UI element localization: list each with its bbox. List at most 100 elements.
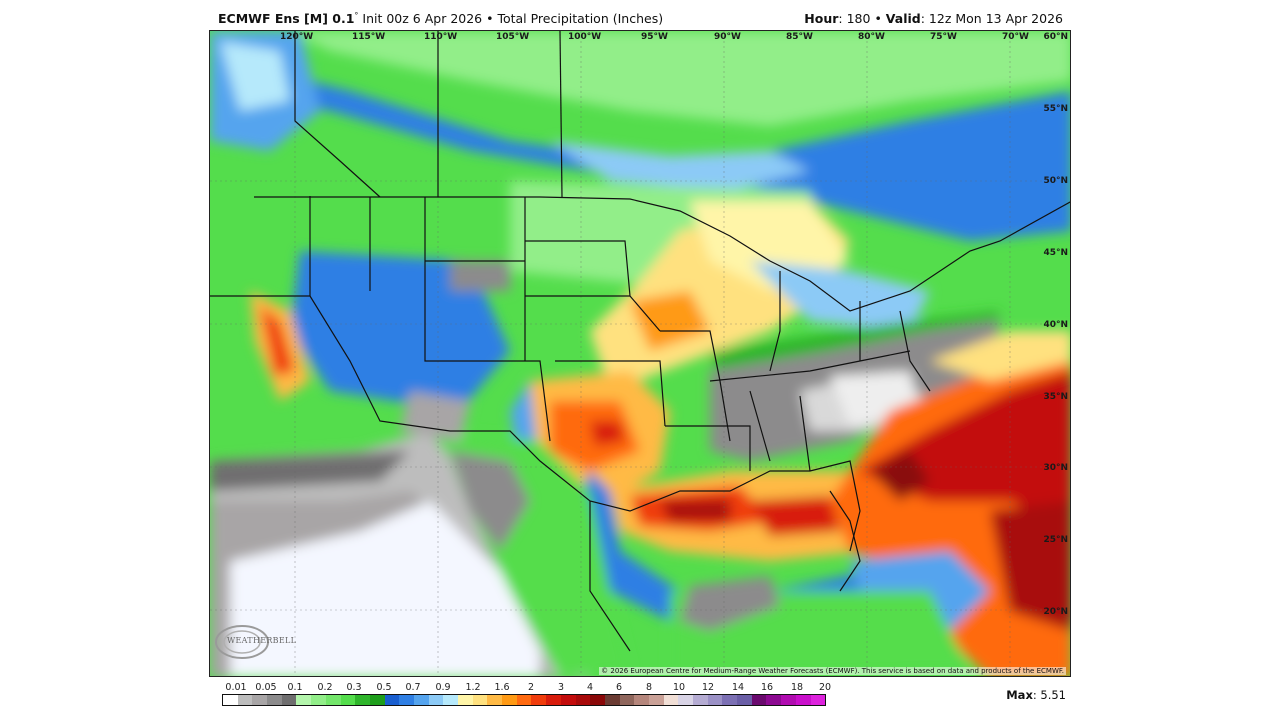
colorbar-segment (604, 695, 620, 705)
lon-label-105w: 105°W (496, 32, 530, 42)
colorbar-segment (560, 695, 576, 705)
colorbar-segment (428, 695, 444, 705)
colorbar (222, 694, 826, 706)
colorbar-segment (781, 695, 796, 705)
valid-label: Valid (885, 11, 921, 26)
map-title: ECMWF Ens [M] 0.1° Init 00z 6 Apr 2026 •… (218, 11, 663, 26)
colorbar-segment (472, 695, 488, 705)
colorbar-segment (458, 695, 473, 705)
colorbar-label: 2 (527, 682, 535, 693)
model-name: ECMWF Ens [M] 0.1 (218, 11, 355, 27)
colorbar-label: 1.2 (465, 682, 481, 693)
colorbar-segment (443, 695, 458, 705)
colorbar-label: 3 (557, 682, 565, 693)
colorbar-label: 6 (615, 682, 623, 693)
colorbar-segment (810, 695, 826, 705)
swirl-icon (215, 625, 269, 659)
lat-label-40n: 40°N (1043, 320, 1068, 330)
colorbar-segment (751, 695, 767, 705)
lon-label-80w: 80°W (858, 32, 885, 42)
colorbar-label: 18 (790, 682, 804, 693)
colorbar-segment (722, 695, 738, 705)
colorbar-segment (487, 695, 503, 705)
colorbar-label: 0.05 (255, 682, 277, 693)
colorbar-segment (693, 695, 708, 705)
colorbar-segment (252, 695, 268, 705)
max-label: Max (1006, 688, 1033, 702)
lat-label-45n: 45°N (1043, 248, 1068, 258)
colorbar-segment (502, 695, 517, 705)
colorbar-label: 14 (731, 682, 745, 693)
colorbar-segment (648, 695, 664, 705)
valid-time: Hour: 180 • Valid: 12z Mon 13 Apr 2026 (804, 11, 1063, 26)
lon-label-95w: 95°W (641, 32, 668, 42)
colorbar-segment (766, 695, 782, 705)
colorbar-label: 0.2 (317, 682, 333, 693)
hour-value: : 180 • (838, 11, 886, 26)
colorbar-label: 12 (701, 682, 715, 693)
colorbar-segment (619, 695, 635, 705)
colorbar-segment (678, 695, 693, 705)
copyright-notice: © 2026 European Centre for Medium-Range … (599, 667, 1066, 675)
colorbar-label: 0.7 (405, 682, 421, 693)
lat-label-30n: 30°N (1043, 463, 1068, 473)
colorbar-segment (325, 695, 341, 705)
colorbar-label: 0.3 (346, 682, 362, 693)
colorbar-segment (281, 695, 297, 705)
colorbar-segment (413, 695, 429, 705)
colorbar-segment (737, 695, 752, 705)
colorbar-label: 0.1 (287, 682, 303, 693)
colorbar-segment (384, 695, 400, 705)
colorbar-segment (369, 695, 385, 705)
colorbar-segment (311, 695, 326, 705)
lon-label-100w: 100°W (568, 32, 602, 42)
colorbar-segment (516, 695, 532, 705)
lon-label-110w: 110°W (424, 32, 458, 42)
degree-symbol: ° (354, 11, 359, 20)
lat-label-35n: 35°N (1043, 392, 1068, 402)
weatherbell-logo: WEATHERBELL (214, 622, 297, 662)
colorbar-label: 0.9 (435, 682, 451, 693)
colorbar-label: 1.6 (494, 682, 510, 693)
max-number: : 5.51 (1032, 688, 1066, 702)
lon-label-70w: 70°W (1002, 32, 1029, 42)
lon-label-120w: 120°W (280, 32, 314, 42)
colorbar-segment (575, 695, 591, 705)
colorbar-segment (223, 695, 238, 705)
lon-label-90w: 90°W (714, 32, 741, 42)
colorbar-label: 0.01 (225, 682, 247, 693)
colorbar-label: 0.5 (376, 682, 392, 693)
colorbar-label: 8 (645, 682, 653, 693)
colorbar-label: 4 (586, 682, 594, 693)
max-value: Max: 5.51 (1006, 688, 1066, 702)
colorbar-segment (634, 695, 649, 705)
lat-label-60n: 60°N (1043, 32, 1068, 42)
lat-label-25n: 25°N (1043, 535, 1068, 545)
logo-text: WEATHERBELL (227, 636, 297, 645)
colorbar-segment (355, 695, 370, 705)
colorbar-segment (663, 695, 679, 705)
colorbar-segment (267, 695, 282, 705)
colorbar-segment (237, 695, 253, 705)
colorbar-segment (795, 695, 811, 705)
colorbar-label: 10 (672, 682, 686, 693)
colorbar-label: 16 (760, 682, 774, 693)
lat-label-50n: 50°N (1043, 176, 1068, 186)
init-and-field: Init 00z 6 Apr 2026 • Total Precipitatio… (358, 11, 664, 27)
lon-label-85w: 85°W (786, 32, 813, 42)
colorbar-segment (296, 695, 312, 705)
valid-value: : 12z Mon 13 Apr 2026 (920, 11, 1063, 26)
colorbar-segment (707, 695, 723, 705)
lon-label-115w: 115°W (352, 32, 386, 42)
colorbar-segment (546, 695, 561, 705)
lat-label-55n: 55°N (1043, 104, 1068, 114)
lon-label-75w: 75°W (930, 32, 957, 42)
precipitation-map: 120°W 115°W 110°W 105°W 100°W 95°W 90°W … (209, 30, 1071, 677)
colorbar-segment (531, 695, 547, 705)
colorbar-segment (340, 695, 356, 705)
hour-label: Hour (804, 11, 839, 26)
lat-label-20n: 20°N (1043, 607, 1068, 617)
colorbar-segment (590, 695, 605, 705)
colorbar-label: 20 (818, 682, 832, 693)
precipitation-field (210, 31, 1070, 676)
